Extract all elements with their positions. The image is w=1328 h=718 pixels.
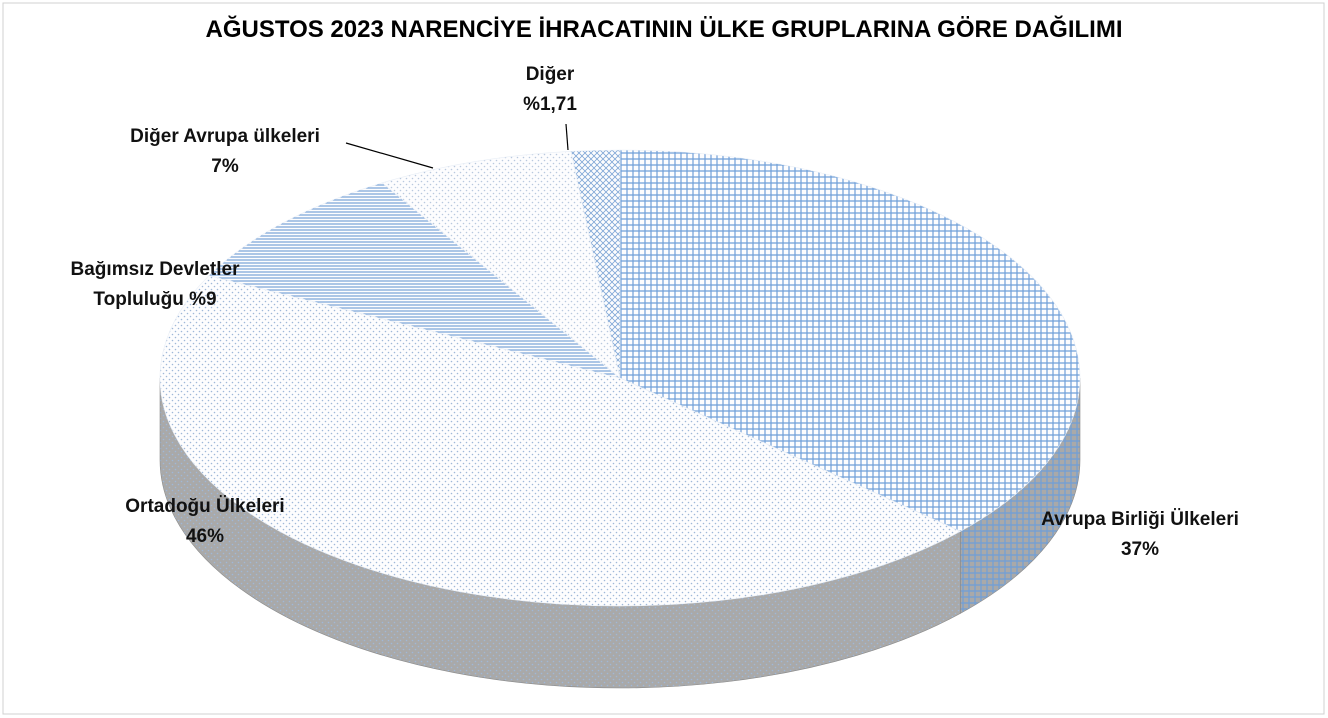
slice-label: Ortadoğu Ülkeleri 46%: [95, 492, 315, 552]
slice-label: Bağımsız Devletler Topluluğu %9: [40, 255, 270, 315]
value-label: 37%: [1120, 539, 1160, 560]
slice-label: Avrupa Birliği Ülkeleri 37%: [1005, 505, 1275, 565]
value-label: %1,71: [523, 94, 577, 115]
value-label: 46%: [185, 526, 225, 547]
leader-line: [345, 142, 434, 169]
slice: [159, 275, 962, 607]
slice: [619, 149, 1081, 532]
value-label: %9: [189, 289, 217, 310]
category-label: Avrupa Birliği Ülkeleri: [1041, 509, 1239, 530]
slice: [381, 150, 621, 379]
slice-label: Diğer %1,71: [490, 60, 610, 120]
slice: [208, 182, 621, 379]
category-label: Ortadoğu Ülkeleri: [125, 496, 285, 517]
category-label: Diğer: [525, 64, 575, 85]
slice: [570, 149, 621, 379]
slice-label: Diğer Avrupa ülkeleri 7%: [95, 122, 355, 182]
category-label: Diğer Avrupa ülkeleri: [130, 126, 320, 147]
value-label: 7%: [211, 156, 239, 177]
chart-title: AĞUSTOS 2023 NARENCİYE İHRACATININ ÜLKE …: [205, 16, 1123, 43]
leader-line: [565, 123, 569, 151]
category-label: Bağımsız Devletler Topluluğu: [70, 259, 240, 310]
